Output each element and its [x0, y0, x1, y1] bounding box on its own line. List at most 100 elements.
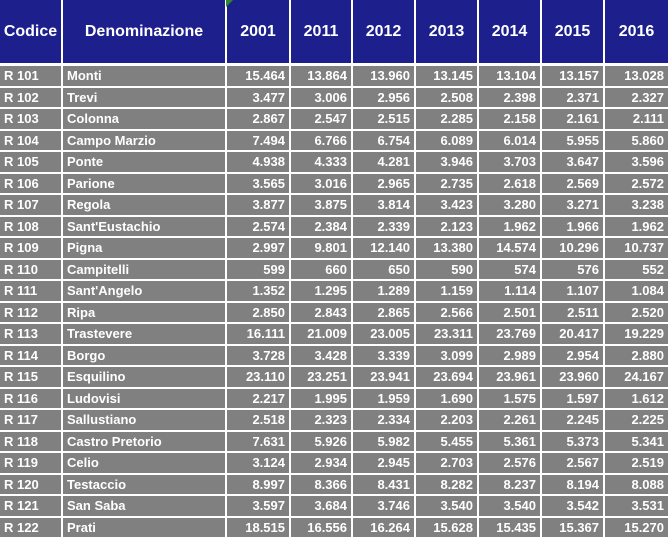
value-cell: 599 — [226, 258, 291, 281]
value-cell: 2.285 — [415, 108, 479, 131]
value-cell: 15.367 — [541, 516, 605, 539]
value-cell: 2.339 — [352, 215, 416, 238]
name-cell: Celio — [62, 452, 227, 475]
value-cell: 3.428 — [290, 344, 353, 367]
cell-comment-marker — [226, 0, 233, 7]
name-cell: Ludovisi — [62, 387, 227, 410]
value-cell: 1.575 — [478, 387, 542, 410]
value-cell: 3.477 — [226, 86, 291, 109]
code-cell: R 102 — [0, 86, 63, 109]
value-cell: 4.938 — [226, 151, 291, 174]
value-cell: 2.567 — [541, 452, 605, 475]
value-cell: 20.417 — [541, 323, 605, 346]
table-row: R 119 Celio 3.124 2.934 2.945 2.703 2.576 2.567… — [0, 452, 669, 475]
value-cell: 2.511 — [541, 301, 605, 324]
value-cell: 2.261 — [478, 409, 542, 432]
table-row: R 109 Pigna 2.997 9.801 12.140 13.380 14.574 10… — [0, 237, 669, 260]
value-cell: 15.270 — [604, 516, 669, 539]
value-cell: 2.703 — [415, 452, 479, 475]
value-cell: 13.960 — [352, 64, 416, 88]
code-cell: R 109 — [0, 237, 63, 260]
value-cell: 3.238 — [604, 194, 669, 217]
table-row: R 108 Sant'Eustachio 2.574 2.384 2.339 2.123 1… — [0, 215, 669, 238]
value-cell: 1.295 — [290, 280, 353, 303]
value-cell: 3.423 — [415, 194, 479, 217]
code-cell: R 110 — [0, 258, 63, 281]
table-row: R 118 Castro Pretorio 7.631 5.926 5.982 5.455… — [0, 430, 669, 453]
value-cell: 2.508 — [415, 86, 479, 109]
value-cell: 3.684 — [290, 495, 353, 518]
name-cell: Regola — [62, 194, 227, 217]
name-cell: Campitelli — [62, 258, 227, 281]
value-cell: 23.694 — [415, 366, 479, 389]
value-cell: 3.540 — [478, 495, 542, 518]
value-cell: 23.961 — [478, 366, 542, 389]
value-cell: 5.860 — [604, 129, 669, 152]
table-row: R 115 Esquilino 23.110 23.251 23.941 23.694 23… — [0, 366, 669, 389]
value-cell: 15.435 — [478, 516, 542, 539]
value-cell: 15.628 — [415, 516, 479, 539]
value-cell: 2.515 — [352, 108, 416, 131]
value-cell: 23.311 — [415, 323, 479, 346]
value-cell: 1.612 — [604, 387, 669, 410]
value-cell: 8.194 — [541, 473, 605, 496]
value-cell: 574 — [478, 258, 542, 281]
table-row: R 114 Borgo 3.728 3.428 3.339 3.099 2.989 2.954… — [0, 344, 669, 367]
value-cell: 2.161 — [541, 108, 605, 131]
code-cell: R 111 — [0, 280, 63, 303]
value-cell: 2.934 — [290, 452, 353, 475]
value-cell: 5.341 — [604, 430, 669, 453]
value-cell: 5.361 — [478, 430, 542, 453]
value-cell: 5.373 — [541, 430, 605, 453]
value-cell: 24.167 — [604, 366, 669, 389]
header-year-2012: 2012 — [352, 0, 416, 66]
value-cell: 3.271 — [541, 194, 605, 217]
value-cell: 1.114 — [478, 280, 542, 303]
value-cell: 13.864 — [290, 64, 353, 88]
value-cell: 2.384 — [290, 215, 353, 238]
name-cell: Pigna — [62, 237, 227, 260]
value-cell: 7.631 — [226, 430, 291, 453]
value-cell: 3.016 — [290, 172, 353, 195]
value-cell: 13.380 — [415, 237, 479, 260]
value-cell: 3.728 — [226, 344, 291, 367]
table-row: R 111 Sant'Angelo 1.352 1.295 1.289 1.159 1.11… — [0, 280, 669, 303]
value-cell: 1.597 — [541, 387, 605, 410]
value-cell: 12.140 — [352, 237, 416, 260]
value-cell: 2.398 — [478, 86, 542, 109]
code-cell: R 122 — [0, 516, 63, 539]
value-cell: 3.746 — [352, 495, 416, 518]
value-cell: 2.954 — [541, 344, 605, 367]
value-cell: 6.766 — [290, 129, 353, 152]
code-cell: R 107 — [0, 194, 63, 217]
code-cell: R 114 — [0, 344, 63, 367]
value-cell: 3.006 — [290, 86, 353, 109]
value-cell: 2.520 — [604, 301, 669, 324]
code-cell: R 119 — [0, 452, 63, 475]
value-cell: 2.501 — [478, 301, 542, 324]
value-cell: 2.245 — [541, 409, 605, 432]
value-cell: 5.955 — [541, 129, 605, 152]
value-cell: 7.494 — [226, 129, 291, 152]
name-cell: Testaccio — [62, 473, 227, 496]
table-row: R 103 Colonna 2.867 2.547 2.515 2.285 2.158 2.1… — [0, 108, 669, 131]
table-row: R 104 Campo Marzio 7.494 6.766 6.754 6.089 6.0… — [0, 129, 669, 152]
value-cell: 660 — [290, 258, 353, 281]
table-row: R 106 Parione 3.565 3.016 2.965 2.735 2.618 2.5… — [0, 172, 669, 195]
table-row: R 112 Ripa 2.850 2.843 2.865 2.566 2.501 2.511 2… — [0, 301, 669, 324]
table-row: R 122 Prati 18.515 16.556 16.264 15.628 15.435… — [0, 516, 669, 539]
value-cell: 6.014 — [478, 129, 542, 152]
value-cell: 16.111 — [226, 323, 291, 346]
table-row: R 120 Testaccio 8.997 8.366 8.431 8.282 8.237 8… — [0, 473, 669, 496]
value-cell: 2.566 — [415, 301, 479, 324]
code-cell: R 115 — [0, 366, 63, 389]
name-cell: Castro Pretorio — [62, 430, 227, 453]
name-cell: Trevi — [62, 86, 227, 109]
value-cell: 1.995 — [290, 387, 353, 410]
header-year-2015: 2015 — [541, 0, 605, 66]
value-cell: 23.769 — [478, 323, 542, 346]
value-cell: 1.107 — [541, 280, 605, 303]
value-cell: 5.982 — [352, 430, 416, 453]
value-cell: 3.877 — [226, 194, 291, 217]
value-cell: 4.333 — [290, 151, 353, 174]
